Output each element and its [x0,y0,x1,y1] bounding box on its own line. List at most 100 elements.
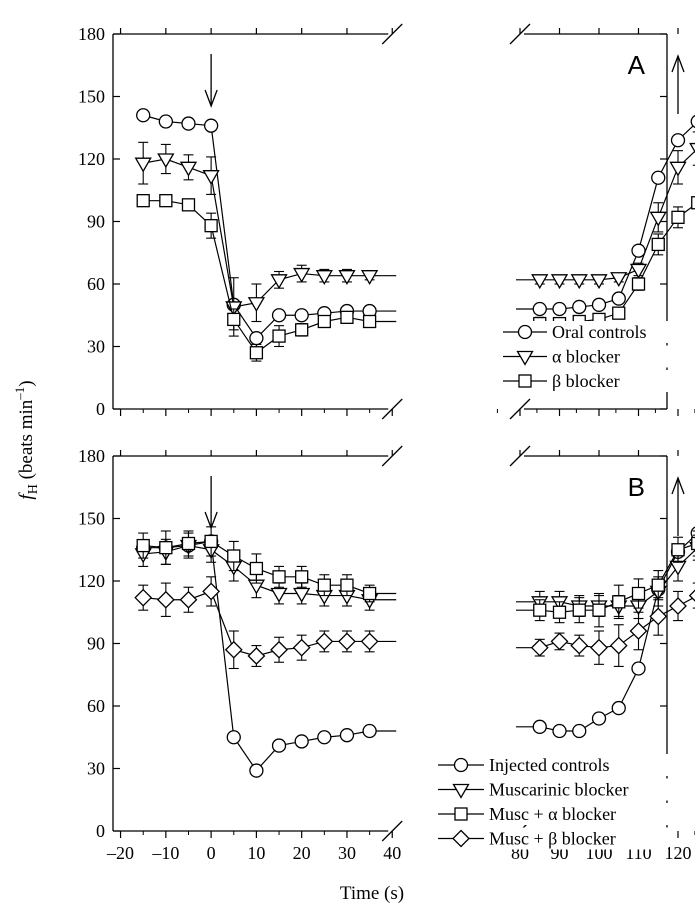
data-point [530,638,549,657]
series-line [516,150,695,281]
data-point [339,728,355,743]
data-point [610,272,628,288]
legend-backdrop [434,827,668,850]
legend-backdrop [434,778,668,801]
legend-label: Muscarinic blocker [489,780,628,800]
data-point [572,299,587,315]
x-tick-label: –10 [151,843,179,863]
legend-label: Musc + α blocker [489,804,616,824]
data-point [362,586,377,601]
data-point [671,210,685,224]
legend-label: β blocker [552,371,620,391]
legend-label: Oral controls [552,322,646,342]
data-point [338,270,356,285]
data-point [181,536,196,551]
data-point [592,603,606,617]
data-point [247,297,266,313]
data-point [159,541,173,555]
data-point [270,274,288,290]
data-point [271,308,287,323]
data-point [360,270,379,285]
data-point [292,638,311,657]
data-point [227,549,241,563]
data-point [226,730,241,745]
data-point [550,632,569,651]
data-point [591,711,607,726]
x-tick-label: 10 [247,843,265,863]
x-tick-label: 20 [293,843,311,863]
series-line [143,540,397,772]
data-point [651,237,665,252]
data-point [224,640,243,659]
y-axis-label-subscript: H [26,484,41,494]
data-point [338,632,356,651]
series-line [143,158,397,308]
legend-backdrop [434,754,668,776]
data-point [272,570,286,584]
series-triangle-down [134,131,695,337]
data-point [271,738,287,753]
data-point [570,636,589,655]
data-point [179,590,198,609]
data-point [270,587,288,603]
panel-label: A [628,50,646,80]
series-line [143,200,397,354]
legend-marker [452,829,470,848]
data-point [293,267,311,283]
data-point [315,270,333,285]
legend-backdrop [499,345,695,368]
legend-label: Musc + β blocker [489,829,616,849]
data-point [532,301,547,317]
legend-label: α blocker [552,347,620,367]
data-point [691,536,695,551]
x-tick-label: 30 [338,843,356,863]
recovery-arrowhead [671,54,685,73]
data-point [631,277,646,291]
data-point [181,116,196,131]
series-line [516,534,695,732]
x-tick-label: 120 [665,843,692,863]
data-point [362,723,377,739]
data-point [158,114,173,129]
data-point [181,198,196,212]
data-point [136,194,150,208]
x-tick-label: –20 [106,843,134,863]
legend-backdrop [499,370,695,392]
data-point [690,526,695,540]
x-tick-label: 0 [207,843,216,863]
data-point [590,274,608,290]
data-point [631,586,646,601]
data-point [249,346,264,360]
data-point [362,314,377,329]
series-diamond [134,576,695,670]
data-point [203,118,219,133]
data-point [159,194,173,208]
data-point [272,329,286,343]
y-axis-label-units: (beats min [16,399,37,484]
y-tick-label: 120 [78,571,105,591]
data-point [202,582,221,601]
series-line [143,114,397,340]
y-tick-label: 0 [96,399,105,419]
data-point [340,310,354,324]
data-point [532,719,547,734]
y-tick-label: 180 [78,446,105,466]
data-point [294,734,309,749]
data-point [317,314,331,329]
data-point [591,297,607,312]
legend-marker [516,350,534,366]
data-point [612,595,626,609]
data-point [202,170,220,185]
recovery-arrowhead [671,476,685,495]
legend-marker [453,757,469,773]
legend-backdrop [499,321,695,343]
data-point [590,638,608,657]
series-square [136,526,695,628]
data-point [247,647,266,665]
data-point [249,331,264,346]
y-tick-label: 0 [96,821,105,841]
data-point [649,607,668,626]
